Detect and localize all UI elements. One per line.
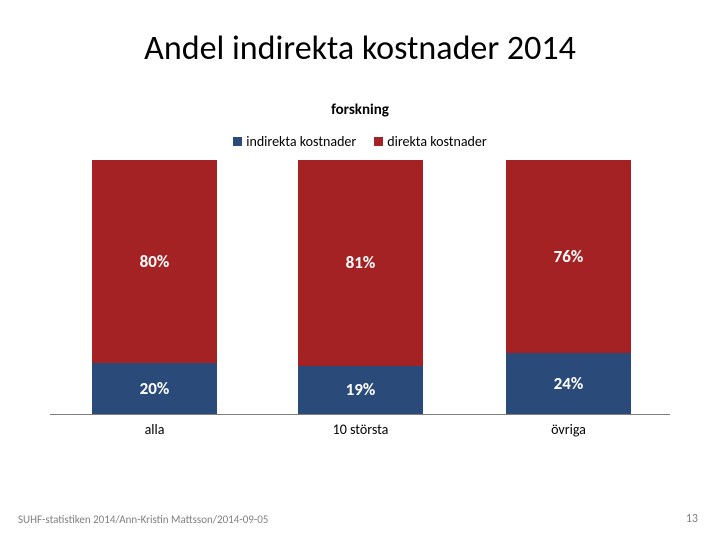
bar-segment-direkta: 81% — [298, 160, 423, 366]
bar-segment-indirekta: 24% — [506, 353, 631, 414]
bar-stack: 81%19% — [298, 160, 423, 414]
page-title: Andel indirekta kostnader 2014 — [0, 0, 720, 69]
bar-stack: 76%24% — [506, 160, 631, 414]
bar-group: 81%19% — [298, 160, 423, 414]
bar-segment-indirekta: 20% — [92, 363, 217, 414]
bar-segment-direkta: 80% — [92, 160, 217, 363]
legend-item-indirekta: indirekta kostnader — [233, 133, 356, 150]
chart-subtitle: forskning — [0, 101, 720, 119]
slide-number: 13 — [686, 512, 698, 526]
bar-segment-direkta: 76% — [506, 160, 631, 353]
x-axis-label: alla — [92, 421, 217, 438]
legend-label-indirekta: indirekta kostnader — [246, 133, 356, 150]
legend-item-direkta: direkta kostnader — [374, 133, 486, 150]
legend-label-direkta: direkta kostnader — [387, 133, 486, 150]
x-axis-label: övriga — [506, 421, 631, 438]
bar-segment-indirekta: 19% — [298, 366, 423, 414]
x-axis-label: 10 största — [298, 421, 423, 438]
bar-group: 80%20% — [92, 160, 217, 414]
legend-swatch-direkta — [374, 137, 383, 146]
bar-group: 76%24% — [506, 160, 631, 414]
bar-stack: 80%20% — [92, 160, 217, 414]
chart-plot-area: 80%20% 81%19% 76%24% — [50, 160, 670, 415]
chart-x-axis-labels: alla 10 största övriga — [50, 421, 670, 441]
chart-legend: indirekta kostnader direkta kostnader — [0, 133, 720, 150]
footer-source-text: SUHF-statistiken 2014/Ann-Kristin Mattss… — [18, 513, 268, 526]
legend-swatch-indirekta — [233, 137, 242, 146]
